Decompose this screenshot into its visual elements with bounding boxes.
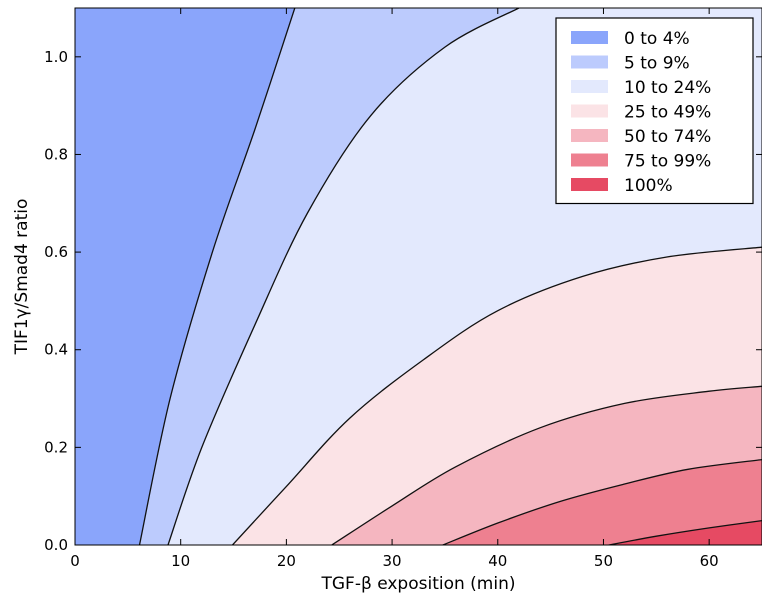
plot-frame (74, 7, 762, 546)
legend-label: 0 to 4% (624, 29, 690, 49)
legend: 0 to 4% 5 to 9% 10 to 24% 25 to 49% 50 to 74… (555, 17, 754, 205)
y-tick-label: 0.6 (44, 243, 68, 261)
x-tick-label: 40 (488, 552, 507, 570)
y-tick-label: 0.4 (44, 341, 68, 359)
legend-swatch (571, 153, 608, 167)
legend-swatch (571, 55, 608, 69)
x-tick-label: 10 (171, 552, 190, 570)
y-tick-label: 0.2 (44, 438, 68, 456)
x-axis: 0 10 20 30 40 50 60 (70, 8, 719, 570)
x-tick-label: 0 (70, 552, 80, 570)
x-axis-label: TGF-β exposition (min) (320, 574, 515, 594)
region-6 (608, 520, 762, 545)
region-5 (442, 459, 762, 545)
legend-swatch (571, 104, 608, 118)
contour-lines (138, 8, 762, 545)
legend-swatch (571, 31, 608, 44)
contour-line-2 (232, 246, 762, 545)
y-axis: 0.0 0.2 0.4 0.6 0.8 1.0 (44, 48, 762, 554)
x-tick-label: 50 (594, 552, 613, 570)
x-tick-label: 60 (700, 552, 719, 570)
legend-label: 75 to 99% (624, 152, 711, 172)
y-tick-label: 1.0 (44, 48, 68, 66)
legend-swatch (571, 129, 608, 142)
legend-swatch (571, 80, 608, 93)
contour-line-0 (138, 8, 296, 545)
legend-label: 5 to 9% (624, 54, 690, 74)
x-tick-label: 30 (383, 552, 402, 570)
y-tick-label: 0.8 (44, 145, 68, 163)
contour-line-1 (167, 8, 520, 545)
legend-label: 10 to 24% (624, 78, 711, 98)
legend-label: 25 to 49% (624, 103, 711, 123)
legend-swatch (571, 178, 608, 191)
contour-line-5 (608, 519, 762, 545)
contour-line-4 (442, 458, 762, 545)
x-tick-label: 20 (277, 552, 296, 570)
y-axis-label: TIF1γ/Smad4 ratio (12, 199, 32, 356)
y-tick-label: 0.0 (44, 536, 68, 554)
legend-label: 100% (624, 176, 673, 196)
contour-line-3 (331, 385, 762, 545)
legend-label: 50 to 74% (624, 127, 711, 147)
